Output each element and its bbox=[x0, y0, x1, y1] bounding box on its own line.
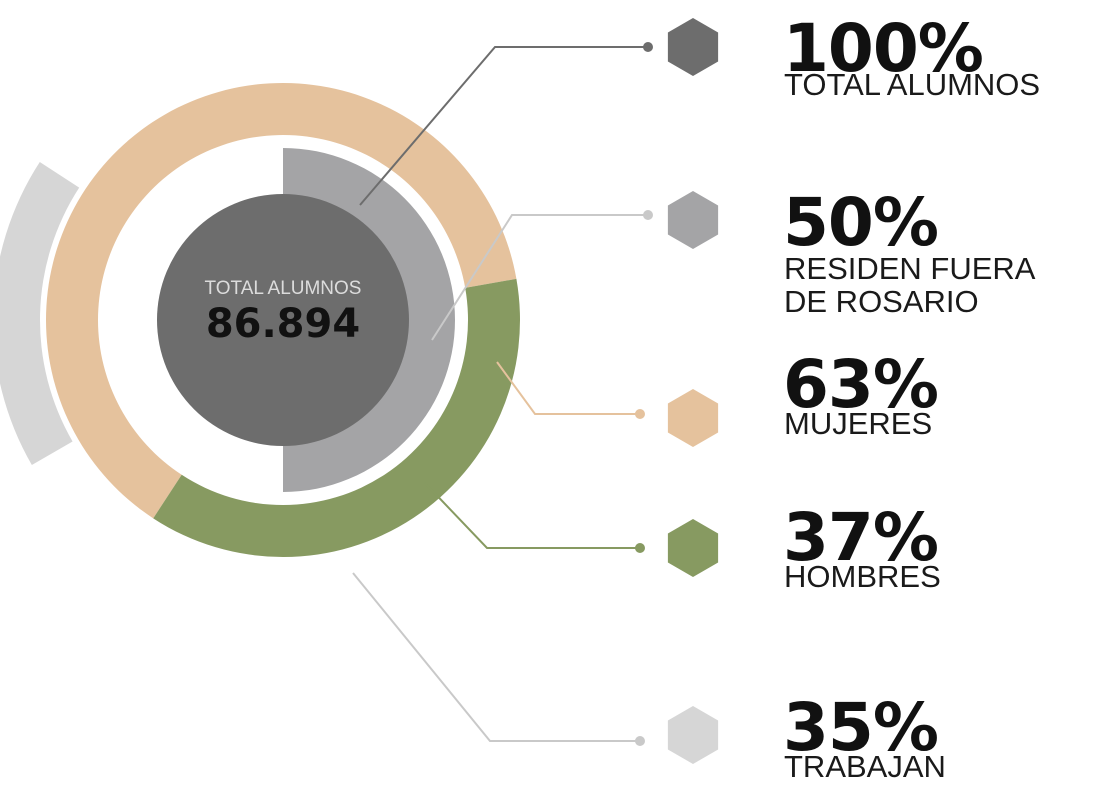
center-title: TOTAL ALUMNOS bbox=[205, 278, 362, 299]
legend-percent-total: 100% bbox=[783, 10, 984, 87]
segment-outside-rosario bbox=[283, 148, 455, 492]
leader-women-dot bbox=[635, 409, 645, 419]
legend-label-women: MUJERES bbox=[784, 406, 933, 441]
legend-hexagon-women bbox=[667, 389, 719, 447]
leader-total-dot bbox=[643, 42, 653, 52]
leader-men-line bbox=[424, 482, 640, 549]
center-value: 86.894 bbox=[206, 301, 360, 347]
segment-total bbox=[157, 194, 409, 446]
legend-percent-outside-rosario: 50% bbox=[783, 184, 939, 261]
legend-hexagon-work bbox=[667, 706, 719, 764]
leader-work-dot bbox=[635, 736, 645, 746]
legend-label-work: TRABAJAN bbox=[784, 749, 946, 784]
leader-men-dot bbox=[635, 543, 645, 553]
leader-lines-layer bbox=[352, 42, 653, 746]
segment-work bbox=[0, 162, 80, 465]
leader-total-line bbox=[359, 46, 648, 206]
legend-label-men: HOMBRES bbox=[784, 559, 941, 594]
leader-work-line bbox=[352, 572, 640, 742]
leader-women-line bbox=[496, 361, 640, 415]
center-label: TOTAL ALUMNOS 86.894 bbox=[205, 278, 362, 347]
legend-hexagon-men bbox=[667, 519, 719, 577]
legend-label-outside-rosario: RESIDEN FUERA DE ROSARIO bbox=[784, 251, 1036, 320]
legend-percent-work: 35% bbox=[783, 689, 939, 766]
leader-outside-rosario-line bbox=[431, 214, 648, 341]
legend-hexagons-layer bbox=[667, 18, 719, 764]
legend-hexagon-total bbox=[667, 18, 719, 76]
leader-outside-rosario-dot bbox=[643, 210, 653, 220]
legend-hexagon-outside-rosario bbox=[667, 191, 719, 249]
legend-label-total: TOTAL ALUMNOS bbox=[784, 67, 1041, 102]
legend-percent-men: 37% bbox=[783, 499, 939, 576]
legend-percent-women: 63% bbox=[783, 346, 939, 423]
